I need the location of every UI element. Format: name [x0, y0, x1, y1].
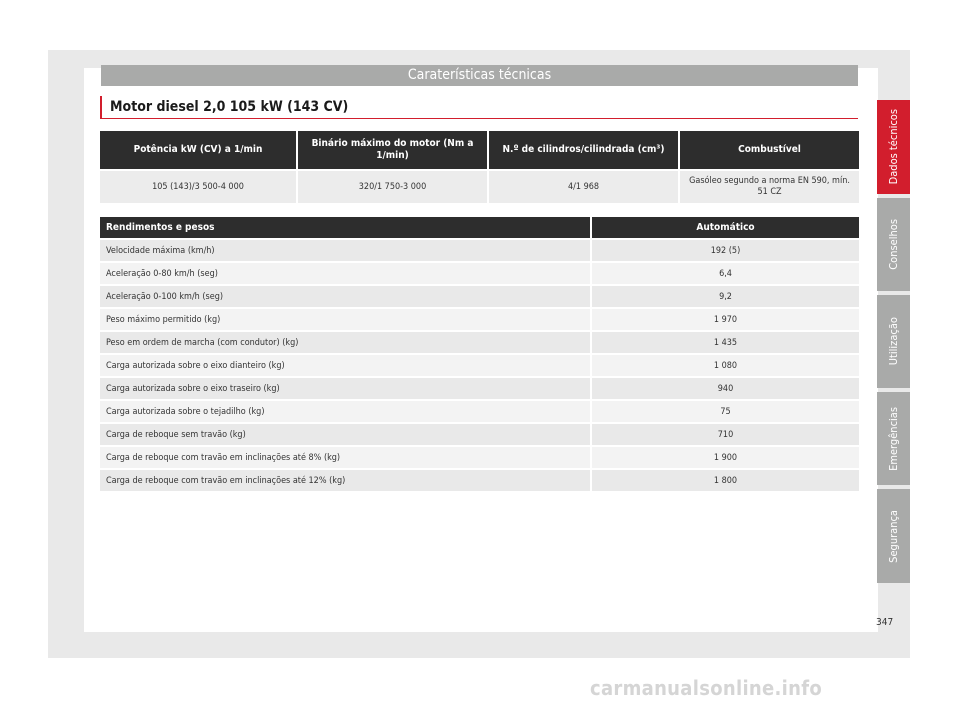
row-label: Velocidade máxima (km/h)	[100, 240, 590, 261]
chapter-tab-emergencias[interactable]: Emergências	[877, 392, 910, 485]
performance-weights-table: Rendimentos e pesos Automático Velocidad…	[98, 215, 861, 493]
chapter-tab-seguranca[interactable]: Segurança	[877, 489, 910, 583]
table-row: Carga de reboque sem travão (kg) 710	[100, 424, 859, 445]
table-row: Velocidade máxima (km/h) 192 (5)	[100, 240, 859, 261]
spec-header-power: Potência kW (CV) a 1/min	[100, 131, 296, 169]
row-value: 1 435	[592, 332, 859, 353]
table-row: Carga de reboque com travão em inclinaçõ…	[100, 447, 859, 468]
row-value: 75	[592, 401, 859, 422]
row-label: Carga de reboque sem travão (kg)	[100, 424, 590, 445]
row-label: Carga de reboque com travão em inclinaçõ…	[100, 470, 590, 491]
row-label: Carga autorizada sobre o eixo traseiro (…	[100, 378, 590, 399]
row-value: 940	[592, 378, 859, 399]
perf-header-automatic: Automático	[592, 217, 859, 238]
spec-fuel-value: Gasóleo segundo a norma EN 590, mín. 51 …	[680, 171, 859, 203]
chapter-tab-label: Utilização	[887, 317, 900, 366]
row-label: Aceleração 0-100 km/h (seg)	[100, 286, 590, 307]
row-label: Carga autorizada sobre o eixo dianteiro …	[100, 355, 590, 376]
spec-header-fuel: Combustível	[680, 131, 859, 169]
row-value: 1 800	[592, 470, 859, 491]
section-header: Caraterísticas técnicas	[101, 65, 858, 86]
row-label: Carga de reboque com travão em inclinaçõ…	[100, 447, 590, 468]
chapter-tab-label: Dados técnicos	[887, 109, 900, 185]
row-label: Carga autorizada sobre o tejadilho (kg)	[100, 401, 590, 422]
table-row: Carga autorizada sobre o eixo traseiro (…	[100, 378, 859, 399]
perf-header-row: Rendimentos e pesos Automático	[100, 217, 859, 238]
spec-cylinders-value: 4/1 968	[489, 171, 678, 203]
chapter-tab-label: Conselhos	[887, 219, 900, 270]
table-row: Carga autorizada sobre o tejadilho (kg) 7…	[100, 401, 859, 422]
chapter-tab-label: Segurança	[887, 509, 900, 563]
page-number: 347	[876, 617, 894, 628]
page-title: Motor diesel 2,0 105 kW (143 CV)	[100, 96, 348, 118]
chapter-tab-conselhos[interactable]: Conselhos	[877, 198, 910, 291]
table-row: Aceleração 0-80 km/h (seg) 6,4	[100, 263, 859, 284]
table-row: Aceleração 0-100 km/h (seg) 9,2	[100, 286, 859, 307]
row-value: 9,2	[592, 286, 859, 307]
row-label: Peso máximo permitido (kg)	[100, 309, 590, 330]
row-value: 6,4	[592, 263, 859, 284]
perf-header-label: Rendimentos e pesos	[100, 217, 590, 238]
engine-spec-table: Potência kW (CV) a 1/min Binário máximo …	[98, 129, 861, 205]
table-row: Carga autorizada sobre o eixo dianteiro …	[100, 355, 859, 376]
row-label: Peso em ordem de marcha (com condutor) (…	[100, 332, 590, 353]
table-row: Carga de reboque com travão em inclinaçõ…	[100, 470, 859, 491]
spec-torque-value: 320/1 750-3 000	[298, 171, 487, 203]
row-value: 1 900	[592, 447, 859, 468]
row-label: Aceleração 0-80 km/h (seg)	[100, 263, 590, 284]
title-divider	[100, 118, 858, 119]
chapter-tab-utilizacao[interactable]: Utilização	[877, 295, 910, 388]
watermark: carmanualsonline.info	[590, 676, 823, 700]
table-row: Peso em ordem de marcha (com condutor) (…	[100, 332, 859, 353]
spec-header-torque: Binário máximo do motor (Nm a 1/min)	[298, 131, 487, 169]
table-row: Peso máximo permitido (kg) 1 970	[100, 309, 859, 330]
spec-power-value: 105 (143)/3 500-4 000	[100, 171, 296, 203]
spec-data-row: 105 (143)/3 500-4 000 320/1 750-3 000 4/…	[100, 171, 859, 203]
chapter-tab-dados-tecnicos[interactable]: Dados técnicos	[877, 100, 910, 194]
row-value: 710	[592, 424, 859, 445]
spec-header-row: Potência kW (CV) a 1/min Binário máximo …	[100, 131, 859, 169]
row-value: 1 080	[592, 355, 859, 376]
chapter-tab-label: Emergências	[887, 406, 900, 471]
row-value: 1 970	[592, 309, 859, 330]
spec-header-cylinders: N.º de cilindros/cilindrada (cm³)	[489, 131, 678, 169]
row-value: 192 (5)	[592, 240, 859, 261]
